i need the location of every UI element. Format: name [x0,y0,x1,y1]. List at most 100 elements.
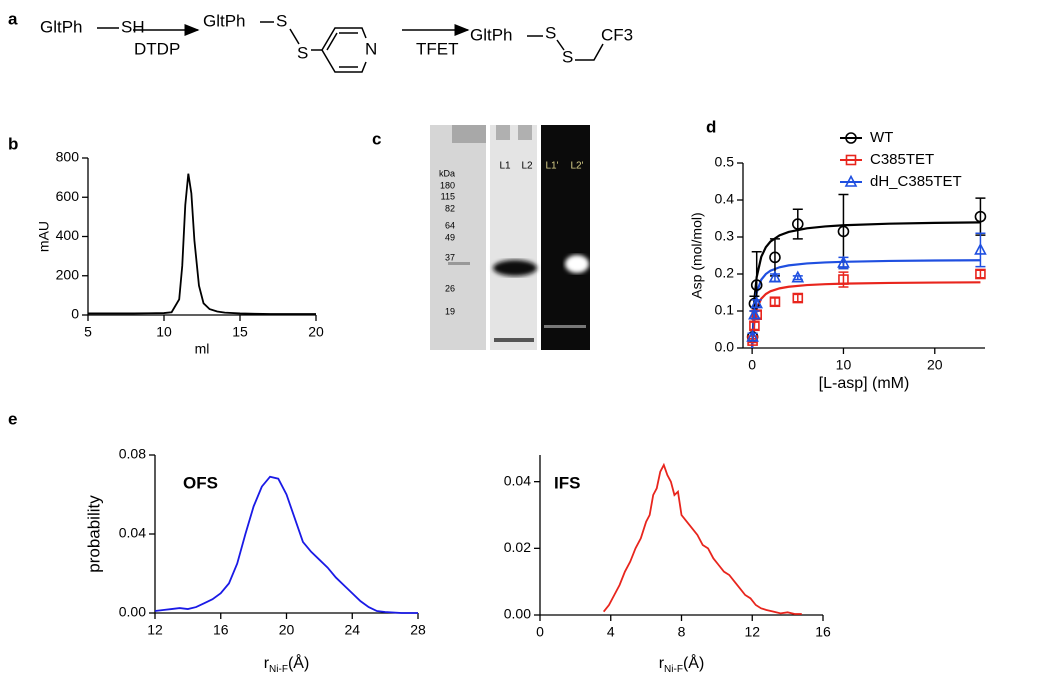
x-tick-label: 10 [836,357,852,373]
gel-lane-label: L1' [545,161,558,172]
x-tick-label: 24 [344,622,360,638]
x-tick-label: 4 [607,624,615,640]
y-tick-label: 0.0 [715,339,735,355]
x-tick-label: 8 [678,624,686,640]
x-tick-label: 12 [744,624,760,640]
chem-label: GltPh [203,11,246,30]
gel-marker-label: 49 [445,232,455,242]
y-axis-label: Asp (mol/mol) [689,212,705,298]
panel-label: b [8,134,18,153]
gel-lane-label: L2' [570,161,583,172]
error-bar [792,208,803,240]
error-bar [769,297,780,307]
data-point [750,296,764,309]
y-axis-label: mAU [36,221,52,252]
bond [289,28,300,45]
data-point [750,279,763,291]
chart-title: IFS [554,473,580,492]
x-axis-label: [L-asp] (mM) [819,375,910,392]
reagent-label: DTDP [134,39,180,58]
x-axis-label: ml [195,341,210,357]
bond [556,39,565,51]
legend-marker [845,154,857,166]
data-point [975,268,986,280]
fit-curve [751,221,981,349]
x-label-main: r [264,655,270,672]
fit-curve [751,259,981,349]
y-tick-label: 0.08 [119,446,146,462]
x-label-sub: Ni-F [269,664,288,675]
chem-label: GltPh [470,25,513,44]
gel-band [448,262,470,265]
y-tick-label: 0.00 [504,606,531,622]
legend-label: dH_C385TET [870,173,962,190]
x-label-unit: (Å) [288,653,309,672]
error-bar [975,269,986,279]
data-point [768,270,782,283]
y-tick-label: 0.00 [119,604,146,620]
error-bar [749,321,760,331]
data-point [749,320,760,332]
gel-marker-label: 64 [445,220,455,230]
x-tick-label: 20 [279,622,295,638]
x-tick-label: 15 [232,324,248,340]
x-axis-label: rNi-F(Å) [264,653,310,674]
y-tick-label: 400 [56,227,80,243]
x-tick-label: 28 [410,622,426,638]
data-point [746,329,759,342]
gel-band [493,260,537,276]
x-tick-label: 20 [308,324,324,340]
y-axis-label: probability [84,495,103,573]
gel-lane-panel [430,125,486,350]
x-tick-label: 10 [156,324,172,340]
chem-label: SH [121,17,145,36]
data-point [837,225,850,238]
data-point [769,296,781,308]
error-bar [975,197,986,236]
data-point [837,255,850,268]
reaction-scheme: GltPh SH DTDP GltPh S S N TFET GltPh S S… [40,11,633,73]
chem-label: S [545,23,556,42]
gel-marker-label: 82 [445,203,455,213]
data-point [974,242,987,255]
chart-title: OFS [183,473,218,492]
y-tick-label: 0.4 [715,191,735,207]
x-tick-label: 0 [748,357,756,373]
gel-lane-panel [490,125,537,350]
panel-label: d [706,117,716,136]
y-tick-label: 0.02 [504,539,531,555]
ring [321,27,367,73]
x-label-unit: (Å) [683,653,704,672]
gel-marker-label: 19 [445,306,455,316]
gel-marker-label: 37 [445,252,455,262]
data-point [792,292,804,304]
data-point [974,210,987,223]
legend-label: C385TET [870,151,934,168]
data-line [154,475,418,614]
reagent-label: TFET [416,39,459,58]
gel-image [430,125,590,350]
y-tick-label: 0.3 [715,228,735,244]
x-tick-label: 16 [213,622,229,638]
x-label-sub: Ni-F [664,664,683,675]
gel-well [518,125,532,140]
gel-lane-panel [541,125,590,350]
x-tick-label: 0 [536,624,544,640]
data-line [88,173,316,315]
y-tick-label: 200 [56,266,80,282]
gel-marker-label: 180 [440,180,455,190]
x-label-main: r [659,655,665,672]
gel-marker-label: 115 [441,191,455,201]
gel-marker-label: 26 [445,283,455,293]
data-point [769,251,781,264]
y-tick-label: 0.04 [504,472,531,488]
legend-marker [844,174,858,187]
x-axis-label: rNi-F(Å) [659,653,705,674]
panel-label: a [8,9,18,28]
bond [326,32,338,51]
y-tick-label: 600 [56,188,80,204]
chem-label: CF3 [601,25,633,44]
gel-band [565,255,589,273]
chem-label: S [297,43,308,62]
